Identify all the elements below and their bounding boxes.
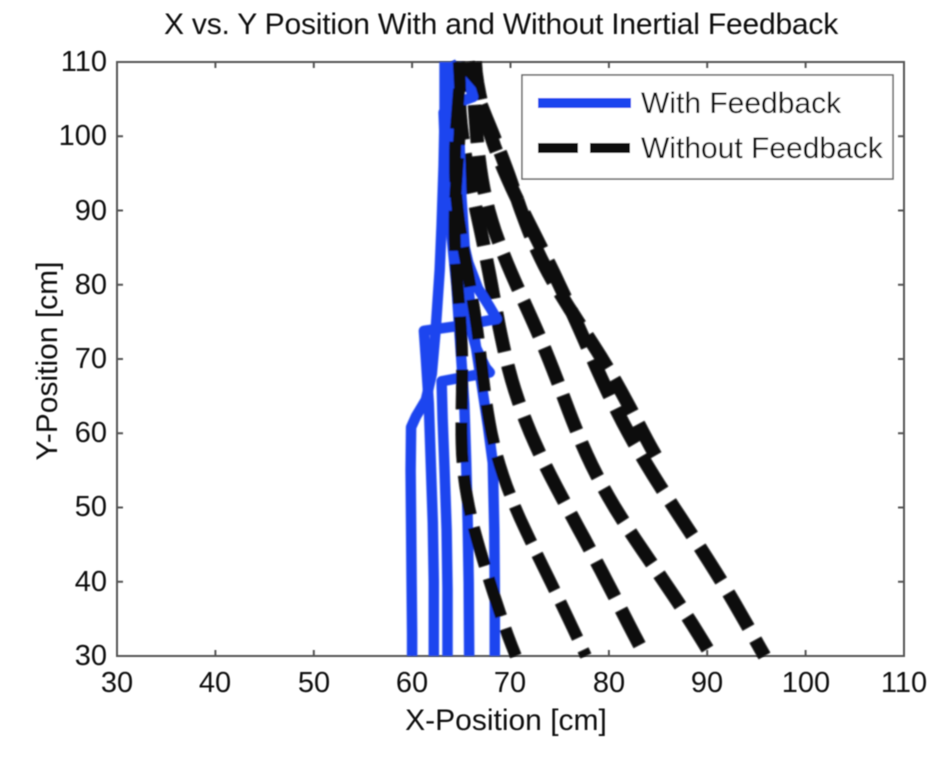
svg-text:80: 80 (75, 269, 107, 301)
svg-text:90: 90 (691, 667, 723, 699)
svg-text:40: 40 (199, 667, 231, 699)
svg-text:80: 80 (593, 667, 625, 699)
svg-text:60: 60 (396, 667, 428, 699)
svg-text:Without Feedback: Without Feedback (641, 132, 884, 165)
svg-text:110: 110 (881, 667, 927, 699)
svg-text:100: 100 (59, 120, 107, 152)
svg-text:30: 30 (101, 667, 133, 699)
svg-text:X vs. Y Position With and With: X vs. Y Position With and Without Inerti… (164, 8, 839, 41)
svg-text:40: 40 (75, 566, 107, 598)
svg-text:Y-Position [cm]: Y-Position [cm] (31, 262, 64, 461)
svg-text:50: 50 (298, 667, 330, 699)
svg-text:70: 70 (75, 343, 107, 375)
svg-text:90: 90 (75, 195, 107, 227)
svg-text:70: 70 (494, 667, 526, 699)
svg-text:60: 60 (75, 417, 107, 449)
svg-text:With Feedback: With Feedback (641, 87, 842, 120)
svg-text:X-Position [cm]: X-Position [cm] (405, 704, 607, 737)
svg-text:50: 50 (75, 491, 107, 523)
svg-text:110: 110 (61, 46, 107, 78)
svg-text:100: 100 (782, 667, 830, 699)
svg-text:30: 30 (75, 640, 107, 672)
